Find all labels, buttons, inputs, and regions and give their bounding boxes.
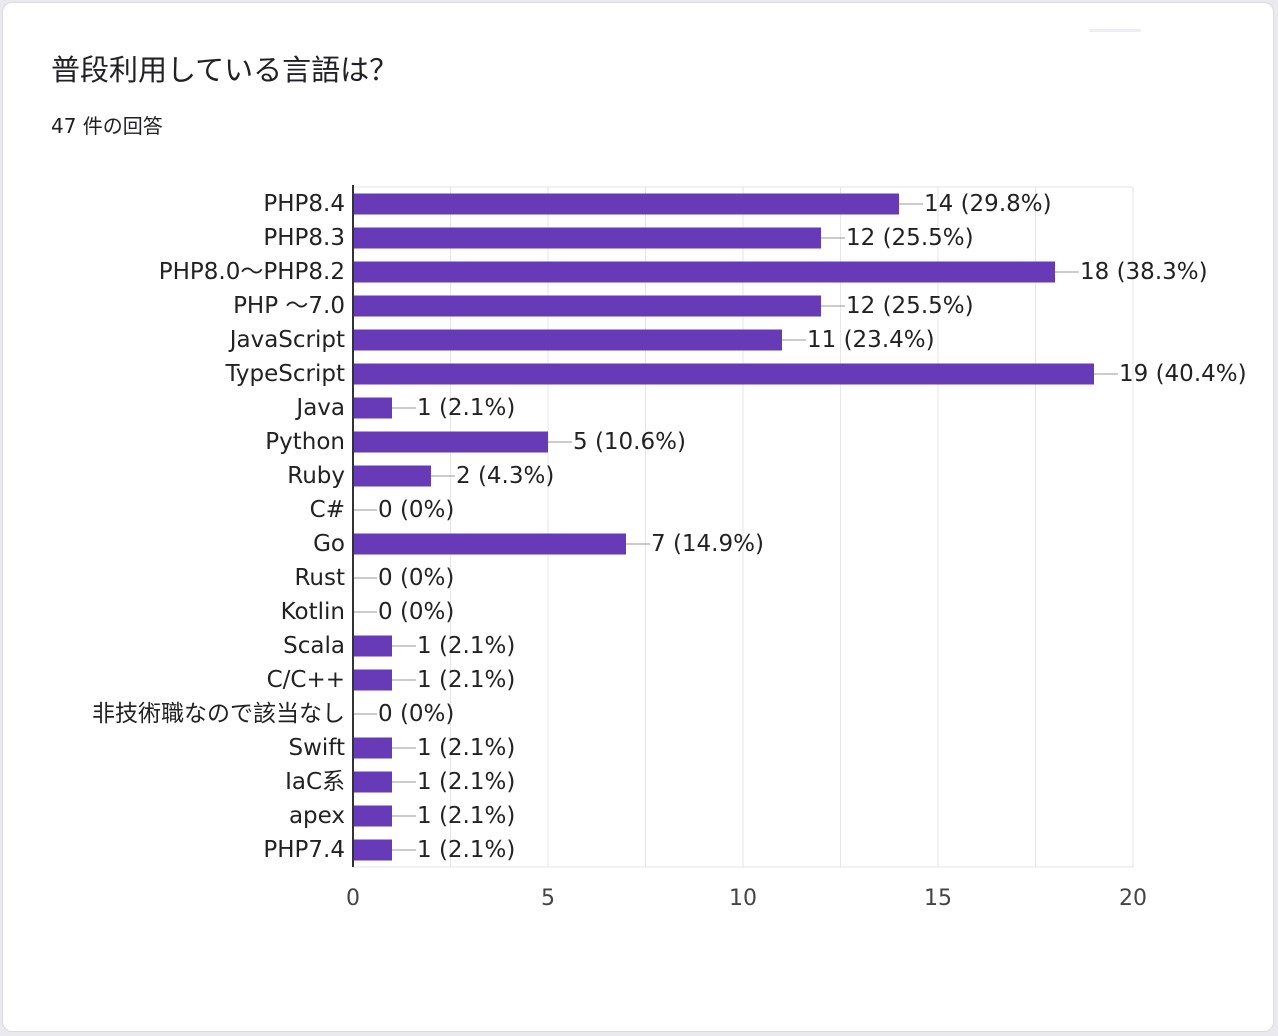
bar — [353, 635, 392, 657]
category-label: C/C++ — [267, 667, 345, 693]
category-label: Java — [294, 395, 345, 421]
category-label: apex — [289, 803, 345, 829]
category-label: Rust — [294, 565, 345, 591]
bar — [353, 839, 392, 861]
data-label: 7 (14.9%) — [651, 531, 764, 557]
bar — [353, 737, 392, 759]
data-label: 18 (38.3%) — [1080, 259, 1208, 285]
category-label: PHP8.0～PHP8.2 — [159, 259, 345, 285]
data-label: 1 (2.1%) — [417, 667, 515, 693]
category-label: Ruby — [287, 463, 345, 489]
bar — [353, 193, 899, 215]
response-count: 47 件の回答 — [51, 114, 163, 138]
category-label: C# — [310, 497, 345, 523]
data-label: 19 (40.4%) — [1119, 361, 1247, 387]
category-label: TypeScript — [224, 361, 345, 387]
bar — [353, 397, 392, 419]
data-label: 1 (2.1%) — [417, 395, 515, 421]
bar — [353, 329, 782, 351]
category-label: JavaScript — [228, 327, 345, 353]
data-label: 5 (10.6%) — [573, 429, 686, 455]
data-label: 0 (0%) — [378, 599, 454, 625]
data-label: 2 (4.3%) — [456, 463, 554, 489]
data-label: 1 (2.1%) — [417, 837, 515, 863]
x-tick-label: 0 — [346, 886, 360, 911]
bar — [353, 431, 548, 453]
category-label: PHP7.4 — [263, 837, 345, 863]
bar-chart: 14 (29.8%) PHP8.4 12 (25.5%) PHP8.3 18 (38.3… — [92, 185, 1247, 911]
data-label: 1 (2.1%) — [417, 769, 515, 795]
x-tick-label: 5 — [541, 886, 555, 911]
data-label: 0 (0%) — [378, 497, 454, 523]
x-tick-label: 15 — [924, 886, 952, 911]
data-label: 12 (25.5%) — [846, 225, 974, 251]
data-label: 1 (2.1%) — [417, 633, 515, 659]
category-label: Swift — [288, 735, 345, 761]
bar — [353, 805, 392, 827]
category-label: Scala — [283, 633, 345, 659]
bar — [353, 771, 392, 793]
data-label: 12 (25.5%) — [846, 293, 974, 319]
category-label: 非技術職なので該当なし — [92, 701, 345, 727]
data-label: 0 (0%) — [378, 565, 454, 591]
bar — [353, 533, 626, 555]
bar — [353, 227, 821, 249]
data-label: 1 (2.1%) — [417, 735, 515, 761]
bar — [353, 465, 431, 487]
x-tick-label: 20 — [1119, 886, 1147, 911]
category-label: PHP8.4 — [263, 191, 345, 217]
category-label: IaC系 — [285, 769, 345, 795]
category-label: PHP ～7.0 — [233, 293, 345, 319]
category-label: Go — [313, 531, 345, 557]
drag-handle — [1089, 29, 1141, 32]
data-label: 14 (29.8%) — [924, 191, 1052, 217]
category-label: Kotlin — [281, 599, 345, 625]
data-label: 1 (2.1%) — [417, 803, 515, 829]
bar — [353, 295, 821, 317]
question-title: 普段利用している言語は？ — [51, 53, 399, 87]
bar — [353, 261, 1055, 283]
data-label: 11 (23.4%) — [807, 327, 935, 353]
data-label: 0 (0%) — [378, 701, 454, 727]
bar — [353, 669, 392, 691]
bar — [353, 363, 1094, 385]
category-label: Python — [265, 429, 345, 455]
category-label: PHP8.3 — [263, 225, 345, 251]
x-tick-label: 10 — [729, 886, 757, 911]
